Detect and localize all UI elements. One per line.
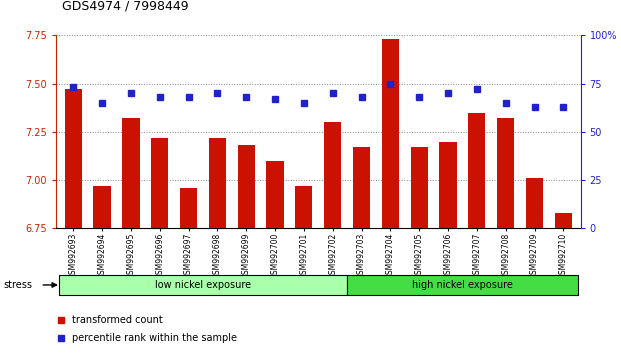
Text: stress: stress [3, 280, 32, 290]
Bar [65, 90, 82, 228]
Bar [180, 188, 197, 228]
Bar [122, 118, 140, 228]
Bar [382, 39, 399, 228]
Text: percentile rank within the sample: percentile rank within the sample [71, 333, 237, 343]
Bar [410, 147, 428, 228]
Bar [93, 186, 111, 228]
Bar [526, 178, 543, 228]
Bar [59, 275, 347, 295]
Bar [439, 142, 456, 228]
Bar [237, 145, 255, 228]
Bar [347, 275, 578, 295]
Bar [468, 113, 486, 228]
Bar [151, 138, 168, 228]
Text: high nickel exposure: high nickel exposure [412, 280, 513, 290]
Bar [497, 118, 514, 228]
Bar [295, 186, 312, 228]
Bar [266, 161, 284, 228]
Bar [555, 213, 572, 228]
Text: GDS4974 / 7998449: GDS4974 / 7998449 [62, 0, 189, 12]
Text: low nickel exposure: low nickel exposure [155, 280, 251, 290]
Bar [353, 147, 370, 228]
Bar [324, 122, 342, 228]
Text: transformed count: transformed count [71, 315, 162, 325]
Bar [209, 138, 226, 228]
